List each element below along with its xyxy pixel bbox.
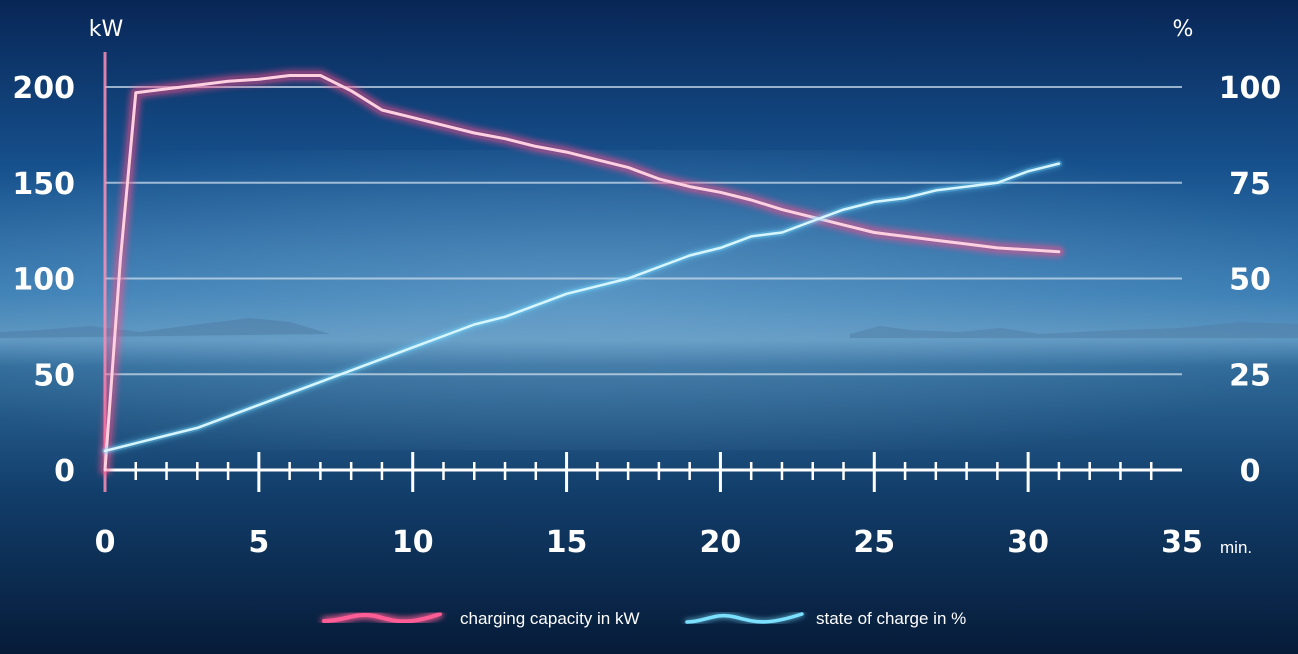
x-tick-label: 10 — [392, 525, 434, 560]
y-right-tick-label: 75 — [1229, 167, 1271, 202]
data-series — [100, 71, 1064, 475]
horizon-glow — [0, 150, 1298, 450]
gridlines — [105, 86, 1182, 376]
x-tick-label: 0 — [95, 525, 116, 560]
x-tick-label: 35 — [1161, 525, 1203, 560]
y-left-tick-label: 200 — [12, 71, 75, 106]
legend-swatch-charging-capacity — [322, 612, 442, 624]
legend-label-charging-capacity: charging capacity in kW — [460, 609, 640, 628]
x-tick-label: 15 — [546, 525, 588, 560]
y-left-tick-label: 150 — [12, 167, 75, 202]
x-axis-ticks — [134, 452, 1153, 492]
legend: charging capacity in kW state of charge … — [322, 609, 966, 628]
y-right-tick-label: 50 — [1229, 263, 1271, 298]
legend-swatch-state-of-charge — [685, 612, 804, 624]
y-left-tick-label: 100 — [12, 263, 75, 298]
tick-labels: 0 5 10 15 20 25 30 35 0 50 100 150 200 0 25 50 75 100 — [12, 71, 1281, 560]
y-right-tick-label: 0 — [1240, 454, 1261, 489]
y-left-tick-label: 50 — [33, 358, 75, 393]
y-right-tick-label: 25 — [1229, 358, 1271, 393]
x-tick-label: 20 — [700, 525, 742, 560]
mountain-right — [850, 322, 1298, 338]
series-line-charging-capacity — [103, 74, 1061, 472]
y-right-tick-label: 100 — [1219, 71, 1282, 106]
y-left-tick-label: 0 — [54, 454, 75, 489]
series-line-state-of-charge — [103, 162, 1061, 453]
x-tick-label: 5 — [248, 525, 269, 560]
x-tick-label: 25 — [853, 525, 895, 560]
x-axis-unit: min. — [1220, 538, 1252, 557]
right-axis-unit: % — [1173, 17, 1194, 42]
left-axis-unit: kW — [89, 17, 124, 42]
x-tick-label: 30 — [1007, 525, 1049, 560]
legend-label-state-of-charge: state of charge in % — [816, 609, 966, 628]
mountain-left — [0, 318, 330, 338]
